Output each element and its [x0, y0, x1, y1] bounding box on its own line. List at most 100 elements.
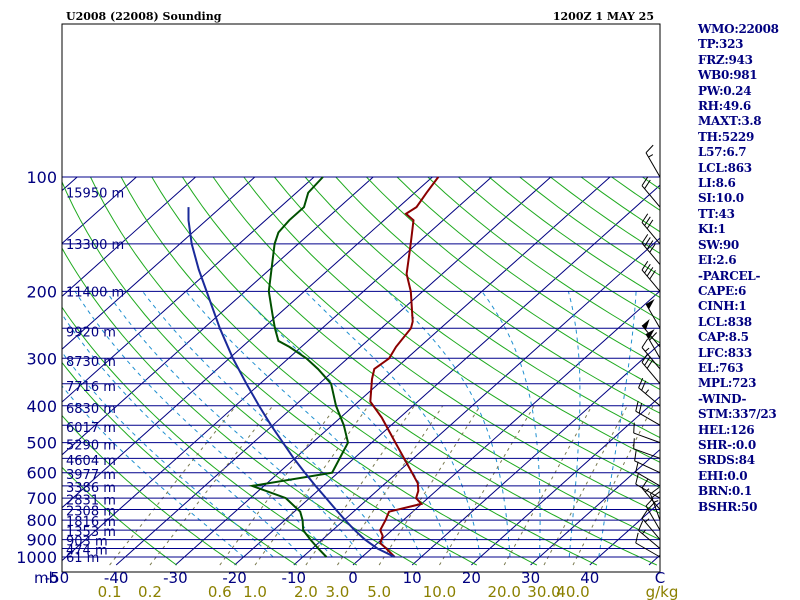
wind-barb [638, 377, 661, 407]
dry-adiabat-line [427, 176, 660, 344]
temperature-tick-label: -40 [104, 569, 129, 587]
parcel-trace [187, 207, 396, 558]
sounding-index-item: CINH:1 [698, 299, 747, 314]
wind-barb [634, 450, 661, 474]
dry-adiabat-line [62, 306, 358, 566]
plot-frame [61, 23, 661, 573]
temperature-tick-label: 20 [462, 569, 481, 587]
sounding-index-item: KI:1 [698, 222, 726, 237]
height-label: 4604 m [66, 454, 116, 469]
mixing-ratio-line [572, 405, 654, 566]
mixing-ratio-label: 0.2 [138, 583, 162, 600]
isotherm-line [62, 176, 137, 245]
sounding-index-item: CAPE:6 [698, 283, 747, 298]
temperature-unit-label: C [655, 569, 665, 587]
sounding-index-item: BRN:0.1 [698, 484, 752, 499]
wind-barb [641, 353, 661, 385]
mixing-ratio-label: 10.0 [423, 583, 456, 600]
height-label: 2308 m [66, 505, 116, 520]
sounding-index-item: PW:0.24 [698, 83, 752, 98]
mixing-ratio-label: 0.6 [208, 583, 232, 600]
sounding-index-item: LCL:863 [698, 160, 752, 175]
isotherm-line [234, 184, 660, 566]
temperature-tick-label: -50 [45, 569, 70, 587]
sounding-index-item: RH:49.6 [698, 99, 751, 114]
sounding-index-item: WMO:22008 [698, 22, 779, 36]
temperature-tick-label: -30 [163, 569, 188, 587]
mixing-ratio-line [109, 405, 237, 566]
moist-adiabat-line [142, 291, 393, 558]
sounding-indices-panel: WMO:22008 TP:323 FRZ:943 WB0:981 PW:0.24 RH:4… [698, 22, 798, 515]
mixing-ratio-label: 1.0 [243, 583, 267, 600]
height-label: 1353 m [66, 525, 116, 540]
sounding-index-item: -WIND- [698, 391, 747, 406]
height-label: 3977 m [66, 468, 116, 483]
sounding-index-item: -PARCEL- [698, 268, 761, 283]
chart-time: 1200Z 1 MAY 25 [553, 10, 654, 23]
isotherm-line [471, 395, 660, 566]
sounding-traces [187, 176, 440, 558]
wind-barb [633, 422, 661, 444]
height-label: 2831 m [66, 493, 116, 508]
wind-barbs [633, 144, 661, 558]
pressure-tick-label: 900 [26, 531, 57, 550]
height-label: 15950 m [66, 187, 124, 202]
sounding-index-item: EHI:0.0 [698, 468, 748, 483]
wind-barb [645, 298, 661, 329]
height-label: 61 m [66, 551, 99, 566]
wind-barb [635, 473, 661, 499]
height-label: 8730 m [66, 355, 116, 370]
pressure-tick-label: 1000 [16, 548, 57, 567]
isotherm-line [62, 176, 256, 350]
dry-adiabat-line [90, 176, 538, 566]
temperature-tick-label: 0 [348, 569, 358, 587]
temperature-tick-label: 40 [580, 569, 599, 587]
sounding-index-item: BSHR:50 [698, 499, 758, 514]
pressure-unit-label: mb [34, 569, 58, 587]
moist-adiabat-line [62, 351, 274, 558]
isotherm-line [62, 176, 492, 562]
isotherm-line [411, 343, 660, 566]
isotherm-line [62, 176, 374, 456]
dry-adiabat-line [120, 176, 598, 566]
sounding-index-item: WB0:981 [698, 68, 758, 83]
dry-adiabat-line [181, 176, 660, 541]
height-label: 6830 m [66, 402, 116, 417]
mixing-ratio-line [543, 405, 628, 566]
sounding-index-item: LCL:838 [698, 314, 752, 329]
pressure-tick-label: 400 [26, 397, 57, 416]
sounding-index-item: LI:8.6 [698, 176, 736, 191]
height-label: 903 m [66, 535, 108, 550]
pressure-tick-label: 300 [26, 349, 57, 368]
isotherm-line [62, 176, 433, 509]
height-label: 1816 m [66, 515, 116, 530]
sounding-index-item: MPL:723 [698, 376, 757, 391]
dry-adiabat-line [335, 176, 660, 414]
moist-adiabat-line [185, 291, 422, 558]
isotherms [62, 176, 660, 566]
sounding-index-item: MAXT:3.8 [698, 114, 762, 129]
dry-adiabat-line [212, 176, 660, 514]
wind-barb [635, 461, 661, 487]
wind-barb [641, 319, 661, 348]
sounding-index-item: STM:337/23 [698, 407, 777, 422]
mixing-ratio-label: 5.0 [367, 583, 391, 600]
pressure-tick-label: 100 [26, 168, 57, 187]
pressure-tick-label: 200 [26, 282, 57, 301]
sounding-index-item: SI:10.0 [698, 191, 744, 206]
height-label: 9920 m [66, 325, 116, 340]
sounding-index-item: LFC:833 [698, 345, 752, 360]
isotherm-line [352, 290, 660, 566]
sounding-index-item: SHR-:0.0 [698, 437, 756, 452]
wind-barb [641, 213, 661, 245]
mixing-ratio-unit-label: g/kg [646, 583, 679, 600]
wind-barb [641, 338, 661, 370]
height-label: 13300 m [66, 238, 124, 253]
mixing-ratio-label: 3.0 [325, 583, 349, 600]
dry-adiabat-line [304, 176, 660, 439]
dry-adiabat-line [243, 176, 660, 489]
moist-adiabat-line [62, 313, 304, 558]
wind-barb [641, 260, 661, 292]
temperature-tick-label: -20 [222, 569, 247, 587]
